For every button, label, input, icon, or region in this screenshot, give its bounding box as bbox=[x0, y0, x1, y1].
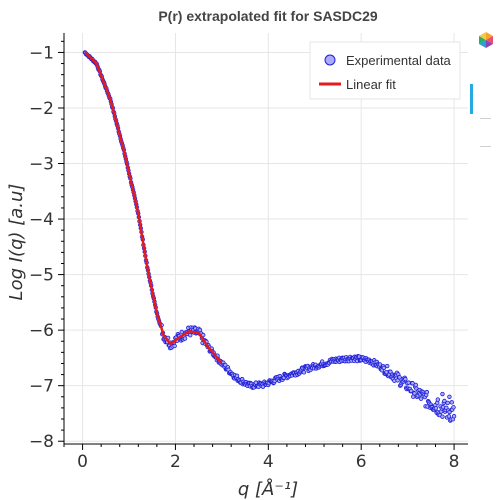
data-point bbox=[442, 398, 447, 404]
x-tick-label: 0 bbox=[77, 452, 88, 472]
bokeh-logo-icon[interactable] bbox=[476, 31, 496, 51]
data-point bbox=[397, 375, 402, 380]
data-point bbox=[410, 381, 415, 386]
y-tick-label: −8 bbox=[29, 432, 54, 452]
chart-title: P(r) extrapolated fit for SASDC29 bbox=[158, 8, 378, 24]
data-point bbox=[385, 363, 390, 369]
data-point bbox=[451, 405, 456, 410]
toolbar-separator bbox=[480, 146, 491, 147]
data-point bbox=[381, 365, 387, 371]
y-tick-label: −3 bbox=[29, 155, 54, 175]
legend: Experimental data Linear fit bbox=[309, 41, 461, 100]
x-tick-label: 4 bbox=[263, 452, 274, 472]
linear-fit-series bbox=[84, 51, 223, 364]
y-tick-label: −1 bbox=[29, 43, 54, 63]
data-point bbox=[440, 391, 445, 397]
data-point bbox=[440, 414, 445, 419]
y-tick-label: −4 bbox=[29, 210, 54, 230]
data-point bbox=[179, 329, 184, 335]
data-point bbox=[424, 389, 430, 395]
data-point bbox=[413, 382, 419, 388]
y-axis-label: Log I(q) [a.u] bbox=[6, 184, 27, 301]
data-point bbox=[433, 406, 439, 411]
chart-toolbar bbox=[470, 28, 500, 158]
data-point bbox=[172, 343, 177, 349]
toolbar-separator bbox=[480, 118, 491, 119]
legend-label-fit: Linear fit bbox=[346, 77, 396, 92]
y-tick-label: −5 bbox=[29, 266, 54, 286]
data-point bbox=[447, 394, 452, 399]
y-tick-label: −6 bbox=[29, 321, 54, 341]
data-point bbox=[449, 400, 454, 405]
data-point bbox=[445, 400, 450, 406]
x-tick-label: 2 bbox=[170, 452, 181, 472]
data-point bbox=[451, 414, 457, 419]
grid-lines bbox=[64, 33, 468, 444]
x-axis-label: q [Å⁻¹] bbox=[238, 478, 298, 500]
x-tick-label: 8 bbox=[449, 452, 460, 472]
legend-label-experimental: Experimental data bbox=[346, 53, 452, 68]
experimental-data-series bbox=[82, 50, 457, 423]
data-point bbox=[182, 336, 188, 341]
active-tool-indicator[interactable] bbox=[470, 84, 473, 114]
data-point bbox=[301, 370, 307, 375]
axis-ticks: 0 2 4 6 8 −1 −2 −3 −4 −5 −6 −7 −8 bbox=[29, 40, 460, 472]
data-point bbox=[188, 332, 193, 338]
y-tick-label: −7 bbox=[29, 377, 54, 397]
x-tick-label: 6 bbox=[356, 452, 367, 472]
data-point bbox=[435, 397, 441, 402]
data-point bbox=[403, 376, 408, 382]
axes bbox=[63, 33, 468, 445]
y-tick-label: −2 bbox=[29, 99, 54, 119]
data-point bbox=[234, 373, 240, 379]
legend-marker-experimental bbox=[324, 54, 336, 66]
data-point bbox=[412, 391, 417, 396]
data-point bbox=[446, 414, 452, 419]
data-point bbox=[197, 327, 203, 333]
data-point bbox=[418, 396, 424, 401]
fit-line bbox=[84, 51, 223, 364]
legend-box bbox=[309, 41, 461, 100]
